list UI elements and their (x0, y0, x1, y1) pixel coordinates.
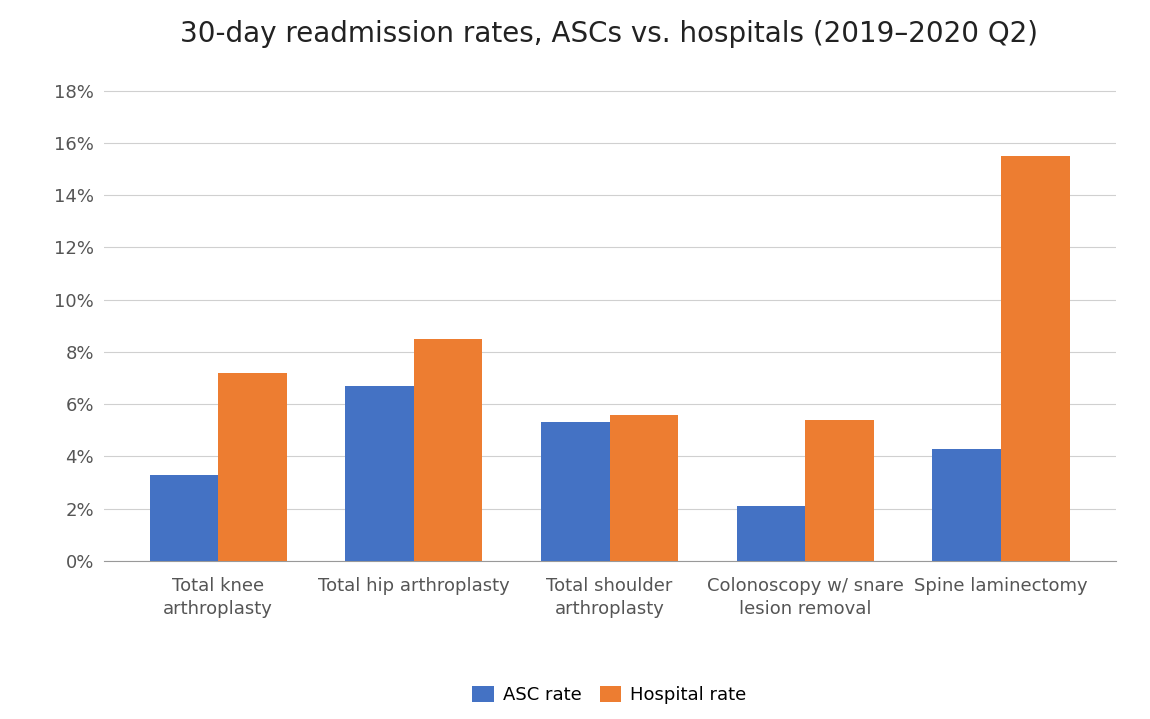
Bar (218, 373, 286, 561)
Bar (150, 475, 218, 561)
Bar (737, 506, 805, 561)
Bar (1000, 156, 1070, 561)
Bar (933, 449, 1000, 561)
Bar (805, 420, 874, 561)
Bar (345, 386, 414, 561)
Bar (540, 423, 610, 561)
Bar (610, 415, 678, 561)
Bar (414, 339, 482, 561)
Title: 30-day readmission rates, ASCs vs. hospitals (2019–2020 Q2): 30-day readmission rates, ASCs vs. hospi… (181, 20, 1038, 48)
Legend: ASC rate, Hospital rate: ASC rate, Hospital rate (465, 679, 754, 712)
